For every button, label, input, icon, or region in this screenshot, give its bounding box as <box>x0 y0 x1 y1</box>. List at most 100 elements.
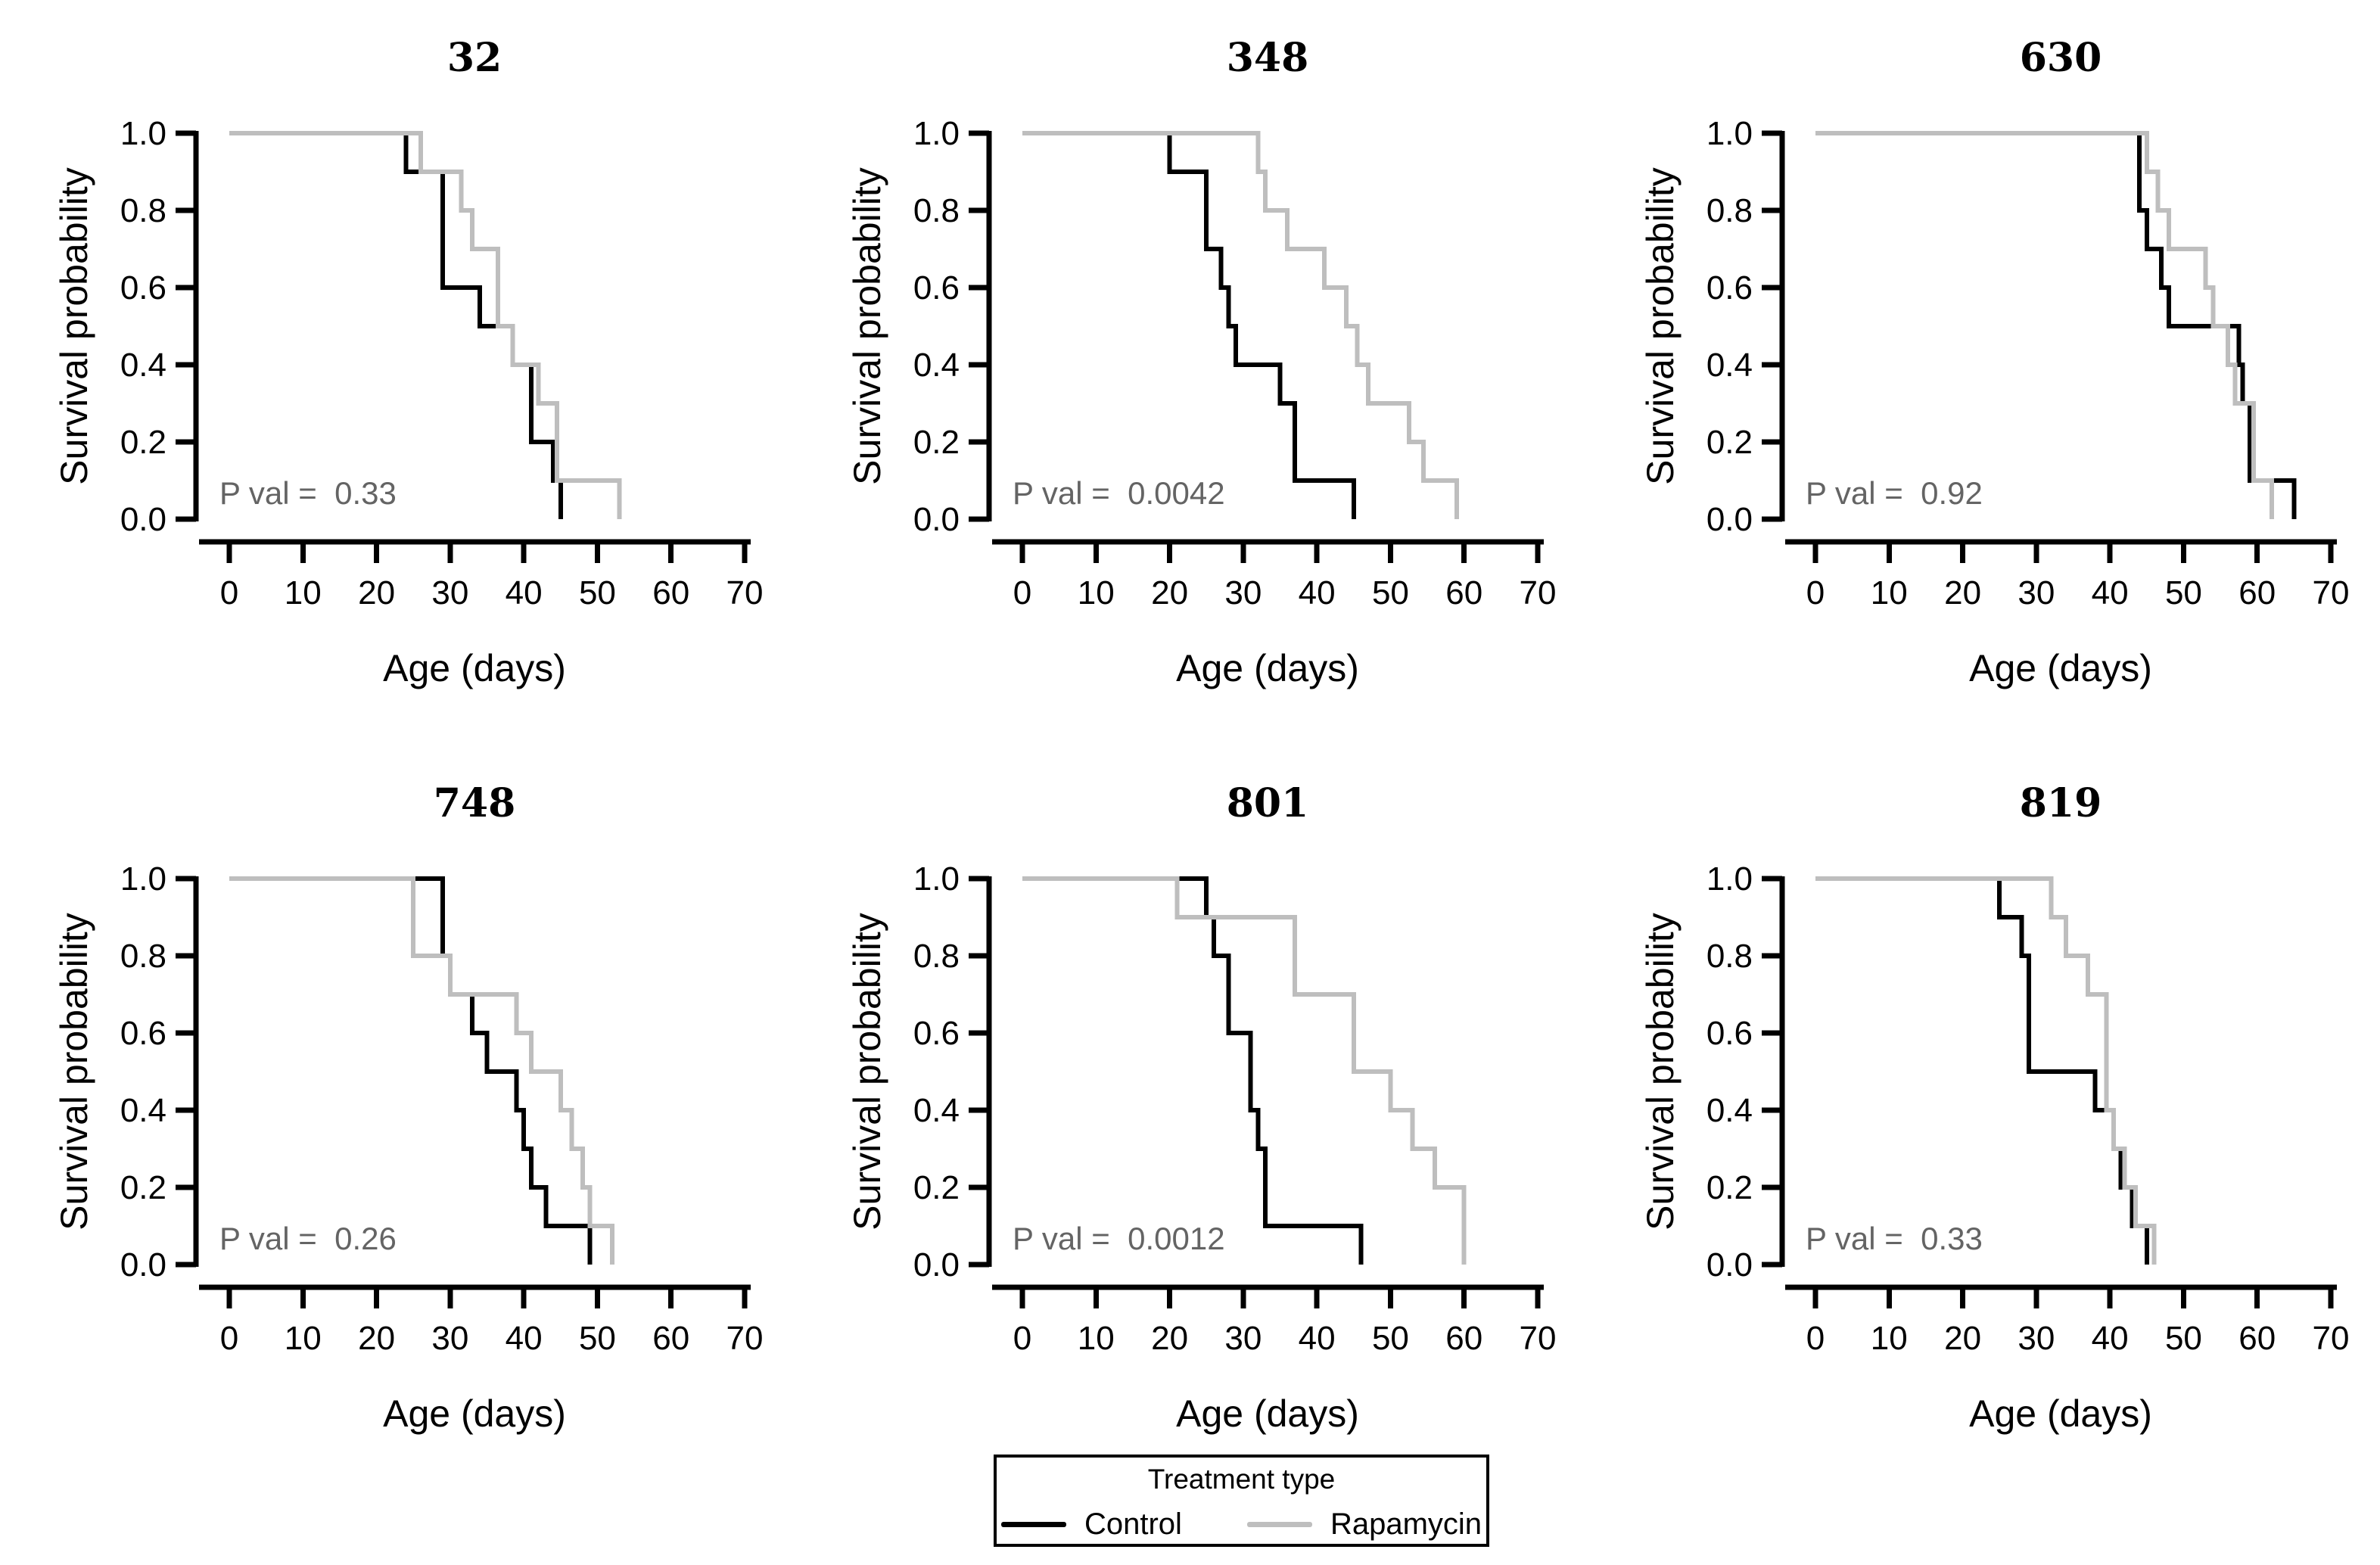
y-tick-label: 0.0 <box>1706 1246 1753 1283</box>
x-tick-label: 60 <box>652 574 689 611</box>
x-tick-label: 60 <box>2238 1320 2276 1357</box>
x-tick-label: 40 <box>1299 1320 1336 1357</box>
y-tick-label: 0.4 <box>1706 347 1753 384</box>
km-curve-rapamycin <box>1815 876 2157 1265</box>
x-tick-label: 10 <box>1078 1320 1115 1357</box>
x-tick-label: 70 <box>1520 574 1557 611</box>
x-tick-label: 30 <box>1224 574 1262 611</box>
panel-title: 801 <box>1226 780 1309 826</box>
panel-title: 748 <box>433 780 516 826</box>
x-tick-label: 70 <box>2313 1320 2350 1357</box>
km-curve-rapamycin <box>1022 131 1459 519</box>
x-tick-label: 40 <box>506 1320 543 1357</box>
y-tick-label: 0.6 <box>1706 269 1753 306</box>
km-plot: 1.0 0.8 0.6 0.4 0.2 0.0 0 10 20 30 40 50 60 70 <box>1706 860 2350 1357</box>
y-tick-label: 0.2 <box>913 424 960 461</box>
legend-label-control: Control <box>1084 1507 1182 1541</box>
y-tick-label: 0.4 <box>120 1092 166 1129</box>
y-tick-label: 1.0 <box>120 860 166 898</box>
rapamycin-line-swatch <box>1246 1522 1312 1527</box>
x-tick-label: 60 <box>1445 574 1482 611</box>
x-tick-label: 20 <box>358 1320 395 1357</box>
x-axis-label: Age (days) <box>1176 1392 1359 1435</box>
p-value-annotation: P val = 0.0012 <box>1013 1221 1225 1256</box>
y-tick-label: 0.6 <box>913 269 960 306</box>
y-tick-label: 0.0 <box>1706 501 1753 538</box>
y-tick-label: 0.2 <box>120 1169 166 1206</box>
y-tick-label: 0.2 <box>1706 424 1753 461</box>
panel-title: 348 <box>1226 35 1309 81</box>
x-tick-label: 10 <box>285 1320 322 1357</box>
km-plot: 1.0 0.8 0.6 0.4 0.2 0.0 0 10 20 30 40 50 60 70 <box>913 115 1557 611</box>
x-tick-label: 20 <box>358 574 395 611</box>
p-value-annotation: P val = 0.92 <box>1806 475 1983 511</box>
km-curve-control <box>1815 131 2297 519</box>
p-value-annotation: P val = 0.33 <box>1806 1221 1983 1256</box>
x-axis-label: Age (days) <box>1969 1392 2152 1435</box>
x-tick-label: 20 <box>1944 574 1981 611</box>
km-panel-630: 630 Survival probability 1.0 0.8 0.6 0.4 0.2… <box>1616 27 2380 739</box>
p-value-annotation: P val = 0.0042 <box>1013 475 1225 511</box>
x-tick-label: 0 <box>220 574 238 611</box>
x-tick-label: 60 <box>1445 1320 1482 1357</box>
y-tick-label: 0.8 <box>120 192 166 229</box>
km-plot: 1.0 0.8 0.6 0.4 0.2 0.0 0 10 20 30 40 50 60 70 <box>120 860 764 1357</box>
km-panel-748: 748 Survival probability 1.0 0.8 0.6 0.4 0.2… <box>30 773 823 1484</box>
y-tick-label: 0.2 <box>913 1169 960 1206</box>
x-tick-label: 0 <box>220 1320 238 1357</box>
y-tick-label: 0.4 <box>120 347 166 384</box>
y-tick-label: 0.8 <box>1706 938 1753 975</box>
legend-row: Control Rapamycin <box>997 1507 1486 1542</box>
legend-title: Treatment type <box>1147 1464 1336 1495</box>
legend-item-rapamycin: Rapamycin <box>1246 1507 1482 1542</box>
x-tick-label: 0 <box>1013 574 1031 611</box>
km-curve-control <box>1815 876 2149 1265</box>
y-tick-label: 0.4 <box>913 347 960 384</box>
x-tick-label: 50 <box>2165 1320 2202 1357</box>
y-tick-label: 1.0 <box>120 115 166 152</box>
p-value-annotation: P val = 0.33 <box>219 475 397 511</box>
x-tick-label: 0 <box>1806 1320 1825 1357</box>
y-tick-label: 0.6 <box>120 269 166 306</box>
km-curve-rapamycin <box>229 131 622 519</box>
x-tick-label: 10 <box>285 574 322 611</box>
x-tick-label: 30 <box>431 574 468 611</box>
panel-title: 32 <box>446 35 502 81</box>
y-tick-label: 1.0 <box>913 860 960 898</box>
km-panel-819: 819 Survival probability 1.0 0.8 0.6 0.4 0.2… <box>1616 773 2380 1484</box>
x-tick-label: 40 <box>506 574 543 611</box>
km-curve-rapamycin <box>1815 131 2275 519</box>
y-tick-label: 0.0 <box>913 501 960 538</box>
km-panel-32: 32 Survival probability 1.0 0.8 0.6 0.4 0.2 0… <box>30 27 823 739</box>
km-curve-control <box>1022 131 1356 519</box>
x-tick-label: 70 <box>726 1320 764 1357</box>
x-tick-label: 30 <box>431 1320 468 1357</box>
x-tick-label: 30 <box>2018 1320 2055 1357</box>
y-tick-label: 0.8 <box>913 938 960 975</box>
y-tick-label: 0.2 <box>120 424 166 461</box>
x-tick-label: 50 <box>1372 574 1409 611</box>
y-tick-label: 0.8 <box>120 938 166 975</box>
control-line-swatch <box>1000 1522 1066 1527</box>
x-tick-label: 0 <box>1806 574 1825 611</box>
km-plot: 1.0 0.8 0.6 0.4 0.2 0.0 0 10 20 30 40 50 60 70 <box>1706 115 2350 611</box>
y-tick-label: 1.0 <box>913 115 960 152</box>
x-tick-label: 0 <box>1013 1320 1031 1357</box>
x-tick-label: 50 <box>1372 1320 1409 1357</box>
y-tick-label: 0.0 <box>913 1246 960 1283</box>
x-tick-label: 10 <box>1871 574 1908 611</box>
x-tick-label: 70 <box>1520 1320 1557 1357</box>
y-tick-label: 0.8 <box>913 192 960 229</box>
x-tick-label: 40 <box>1299 574 1336 611</box>
x-tick-label: 50 <box>579 1320 616 1357</box>
y-tick-label: 1.0 <box>1706 115 1753 152</box>
panel-title: 630 <box>2019 35 2102 81</box>
legend-label-rapamycin: Rapamycin <box>1330 1507 1482 1541</box>
km-curve-control <box>1022 876 1364 1265</box>
x-tick-label: 30 <box>1224 1320 1262 1357</box>
panel-title: 819 <box>2019 780 2102 826</box>
y-tick-label: 0.4 <box>913 1092 960 1129</box>
x-tick-label: 40 <box>2092 1320 2129 1357</box>
y-tick-label: 0.8 <box>1706 192 1753 229</box>
